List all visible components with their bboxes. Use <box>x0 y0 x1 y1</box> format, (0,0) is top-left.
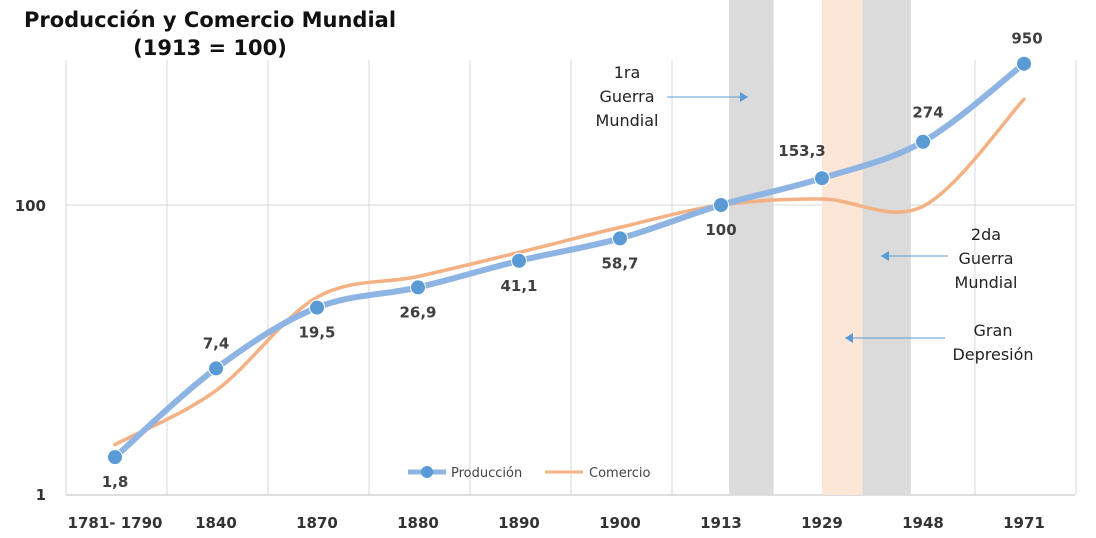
data-label-produccion: 19,5 <box>298 324 335 342</box>
data-point-produccion <box>1016 55 1032 72</box>
x-tick-label: 1890 <box>498 514 540 532</box>
data-point-produccion <box>713 197 729 213</box>
data-point-produccion <box>309 299 325 316</box>
legend-marker-produccion <box>421 466 433 478</box>
legend-label-comercio: Comercio <box>589 466 651 481</box>
data-label-produccion: 26,9 <box>399 303 436 321</box>
data-point-produccion <box>107 449 123 466</box>
data-label-produccion: 100 <box>705 221 736 239</box>
x-tick-label: 1900 <box>599 514 641 532</box>
x-tick-label: 1870 <box>296 514 338 532</box>
series-line-produccion <box>112 60 1027 461</box>
data-point-produccion <box>814 170 830 187</box>
chart-title-text: Producción y Comercio Mundial <box>23 8 397 32</box>
annotation-text: 1ra <box>614 63 641 82</box>
x-tick-label: 1971 <box>1003 514 1045 532</box>
y-tick-label: 100 <box>15 197 46 215</box>
annotation-arrow-head <box>740 92 748 102</box>
data-point-produccion <box>208 360 224 377</box>
period-band-1 <box>822 0 863 495</box>
x-tick-label: 1948 <box>902 514 944 532</box>
chart-subtitle: (1913 = 100) <box>133 36 287 60</box>
x-tick-label: 1880 <box>397 514 439 532</box>
data-label-produccion: 153,3 <box>778 142 825 160</box>
annotation-text: Mundial <box>955 273 1018 292</box>
series-line-comercio <box>113 97 1026 447</box>
annotation-arrow-head <box>881 251 889 261</box>
data-label-produccion: 7,4 <box>203 334 230 352</box>
data-label-produccion: 58,7 <box>601 254 638 272</box>
period-band-2 <box>862 0 911 495</box>
data-point-produccion <box>511 252 527 269</box>
data-point-produccion <box>612 230 628 247</box>
annotation-text: Depresión <box>952 345 1033 364</box>
annotation-text: Gran <box>974 321 1013 340</box>
chart-title: Producción y Comercio Mundial (1913 = 10… <box>0 6 420 62</box>
annotation-text: Guerra <box>958 249 1013 268</box>
data-label-produccion: 950 <box>1011 30 1042 48</box>
data-point-produccion <box>410 279 426 296</box>
legend-label-produccion: Producción <box>451 466 522 481</box>
annotation-text: Mundial <box>596 111 659 130</box>
data-label-produccion: 41,1 <box>500 277 537 295</box>
x-tick-label: 1840 <box>195 514 237 532</box>
y-tick-label: 1 <box>36 486 46 504</box>
data-label-produccion: 274 <box>912 104 943 122</box>
annotation-text: 2da <box>971 225 1001 244</box>
x-tick-label: 1913 <box>700 514 742 532</box>
data-point-produccion <box>915 133 931 150</box>
period-band-0 <box>729 0 774 495</box>
annotation-arrow-head <box>845 333 853 343</box>
data-label-produccion: 1,8 <box>102 473 129 491</box>
annotation-text: Guerra <box>599 87 654 106</box>
x-tick-label: 1781- 1790 <box>68 514 163 532</box>
x-tick-label: 1929 <box>801 514 843 532</box>
